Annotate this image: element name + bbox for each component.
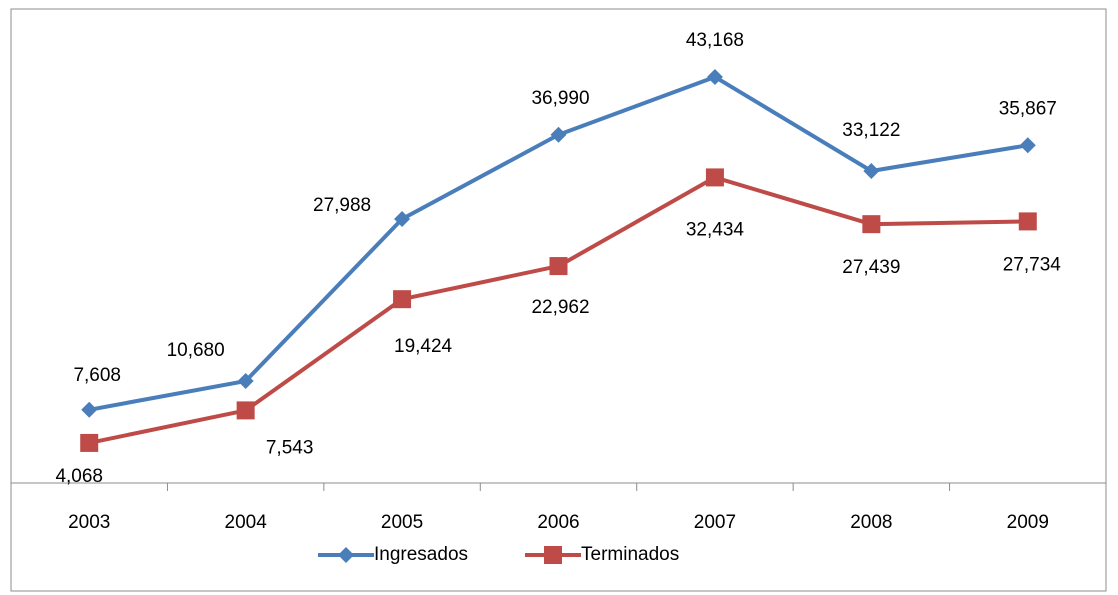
legend-label: Terminados [581,544,679,565]
x-tick-label: 2008 [850,512,892,533]
data-point [81,401,98,418]
data-label: 4,068 [55,466,103,487]
data-point [550,126,567,143]
data-label: 35,867 [999,98,1057,119]
data-label: 22,962 [531,297,589,318]
data-point [549,257,568,276]
data-label: 33,122 [842,120,900,141]
data-label: 27,988 [313,195,371,216]
chart-border [10,8,1107,592]
data-label: 32,434 [686,219,745,240]
data-point [236,401,255,420]
data-label: 43,168 [686,30,744,51]
x-tick-label: 2003 [68,512,110,533]
x-tick-label: 2004 [225,512,268,533]
legend-marker [338,547,354,563]
x-tick-label: 2009 [1007,512,1049,533]
data-point [1019,137,1036,154]
data-label: 27,439 [842,257,900,278]
data-point [80,433,99,452]
data-label: 10,680 [167,340,225,361]
x-tick-label: 2007 [694,512,736,533]
data-point [705,168,724,187]
data-point [862,215,881,234]
data-label: 19,424 [394,336,453,357]
legend-marker [544,546,562,564]
data-point [393,290,412,309]
data-point [1018,212,1037,231]
data-point [237,373,254,390]
x-tick-label: 2005 [381,512,423,533]
data-label: 7,608 [73,365,121,386]
x-tick-label: 2006 [537,512,579,533]
data-point [706,68,723,85]
data-point [394,211,411,228]
data-point [863,162,880,179]
data-label: 36,990 [531,88,589,109]
data-label: 27,734 [1003,254,1062,275]
legend-label: Ingresados [374,544,468,565]
data-label: 7,543 [266,437,314,458]
